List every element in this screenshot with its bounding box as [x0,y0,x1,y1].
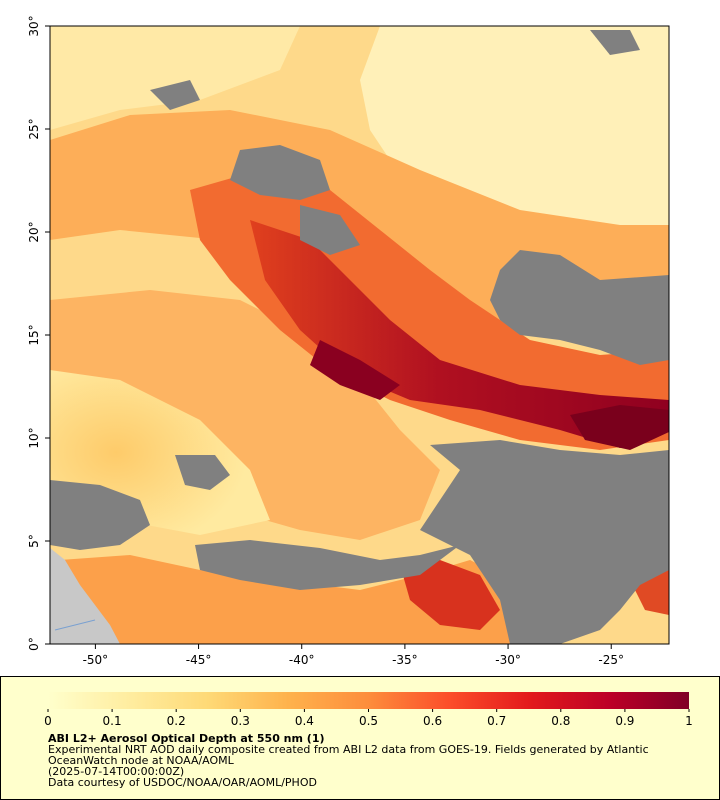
lon-tick-label: -40° [289,653,315,667]
no-data-west-patch [175,455,230,490]
legend-time: (2025-07-14T00:00:00Z) [48,765,185,778]
no-data-north-patch [150,80,200,110]
colorbar-tick-label: 0.3 [231,714,250,728]
land-south-america [50,548,120,644]
no-data-north-east-patch [590,30,640,55]
colorbar-tick-label: 0.4 [295,714,314,728]
map-plot-area [50,26,669,644]
aod-low-region-northwest [50,26,300,130]
no-data-central [230,145,330,200]
lat-tick-label: 20° [27,221,41,242]
colorbar-tick-label: 0.5 [359,714,378,728]
colorbar-tick-label: 0.8 [551,714,570,728]
lon-tick-label: -45° [186,653,212,667]
lon-tick-label: -50° [83,653,109,667]
lon-tick-label: -25° [598,653,624,667]
no-data-south-patch [195,540,460,590]
colorbar-tick-label: 0.2 [167,714,186,728]
aod-moderate-band-south [50,290,440,540]
no-data-central-2 [300,205,360,255]
no-data-southwest [50,480,150,550]
lat-tick-label: 0° [27,637,41,651]
aod-extreme-east [570,405,669,450]
colorbar-gradient [48,692,689,709]
lat-tick-label: 5° [27,534,41,548]
colorbar-tick-label: 0.9 [615,714,634,728]
legend-description: Experimental NRT AOD daily composite cre… [48,743,649,767]
latitude-axis: 0° 5° 10° 15° 20° 25° 30° [27,15,50,651]
colorbar-tick-label: 1 [685,714,693,728]
lat-tick-label: 30° [27,15,41,36]
lon-tick-label: -30° [495,653,521,667]
colorbar: 0 0.1 0.2 0.3 0.4 0.5 0.6 0.7 0.8 0.9 1 [44,692,693,728]
colorbar-tick-label: 0.1 [103,714,122,728]
aod-map: -50° -45° -40° -35° -30° -25° 0° 5° 10° 15° 20° 25… [27,15,670,667]
lat-tick-label: 10° [27,427,41,448]
lat-tick-label: 25° [27,118,41,139]
aod-south-band [50,555,520,644]
no-data-southeast [420,440,669,644]
legend-title: ABI L2+ Aerosol Optical Depth at 550 nm … [48,732,325,745]
aod-extreme-core [310,340,400,400]
colorbar-tick-label: 0.6 [423,714,442,728]
legend-text: ABI L2+ Aerosol Optical Depth at 550 nm … [48,733,688,788]
colorbar-tick-label: 0.7 [487,714,506,728]
colorbar-ticks: 0 0.1 0.2 0.3 0.4 0.5 0.6 0.7 0.8 0.9 1 [44,709,693,728]
coastline [54,619,96,631]
legend-credit: Data courtesy of USDOC/NOAA/OAR/AOML/PHO… [48,776,317,789]
no-data-east [490,250,669,365]
colorbar-tick-label: 0 [44,714,52,728]
longitude-axis: -50° -45° -40° -35° -30° -25° [83,644,624,667]
lat-tick-label: 15° [27,324,41,345]
aod-very-high-core [250,220,669,448]
aod-south-high [400,560,500,630]
lon-tick-label: -35° [392,653,418,667]
legend-panel: 0 0.1 0.2 0.3 0.4 0.5 0.6 0.7 0.8 0.9 1 ABI L2+ Ae… [0,676,720,800]
